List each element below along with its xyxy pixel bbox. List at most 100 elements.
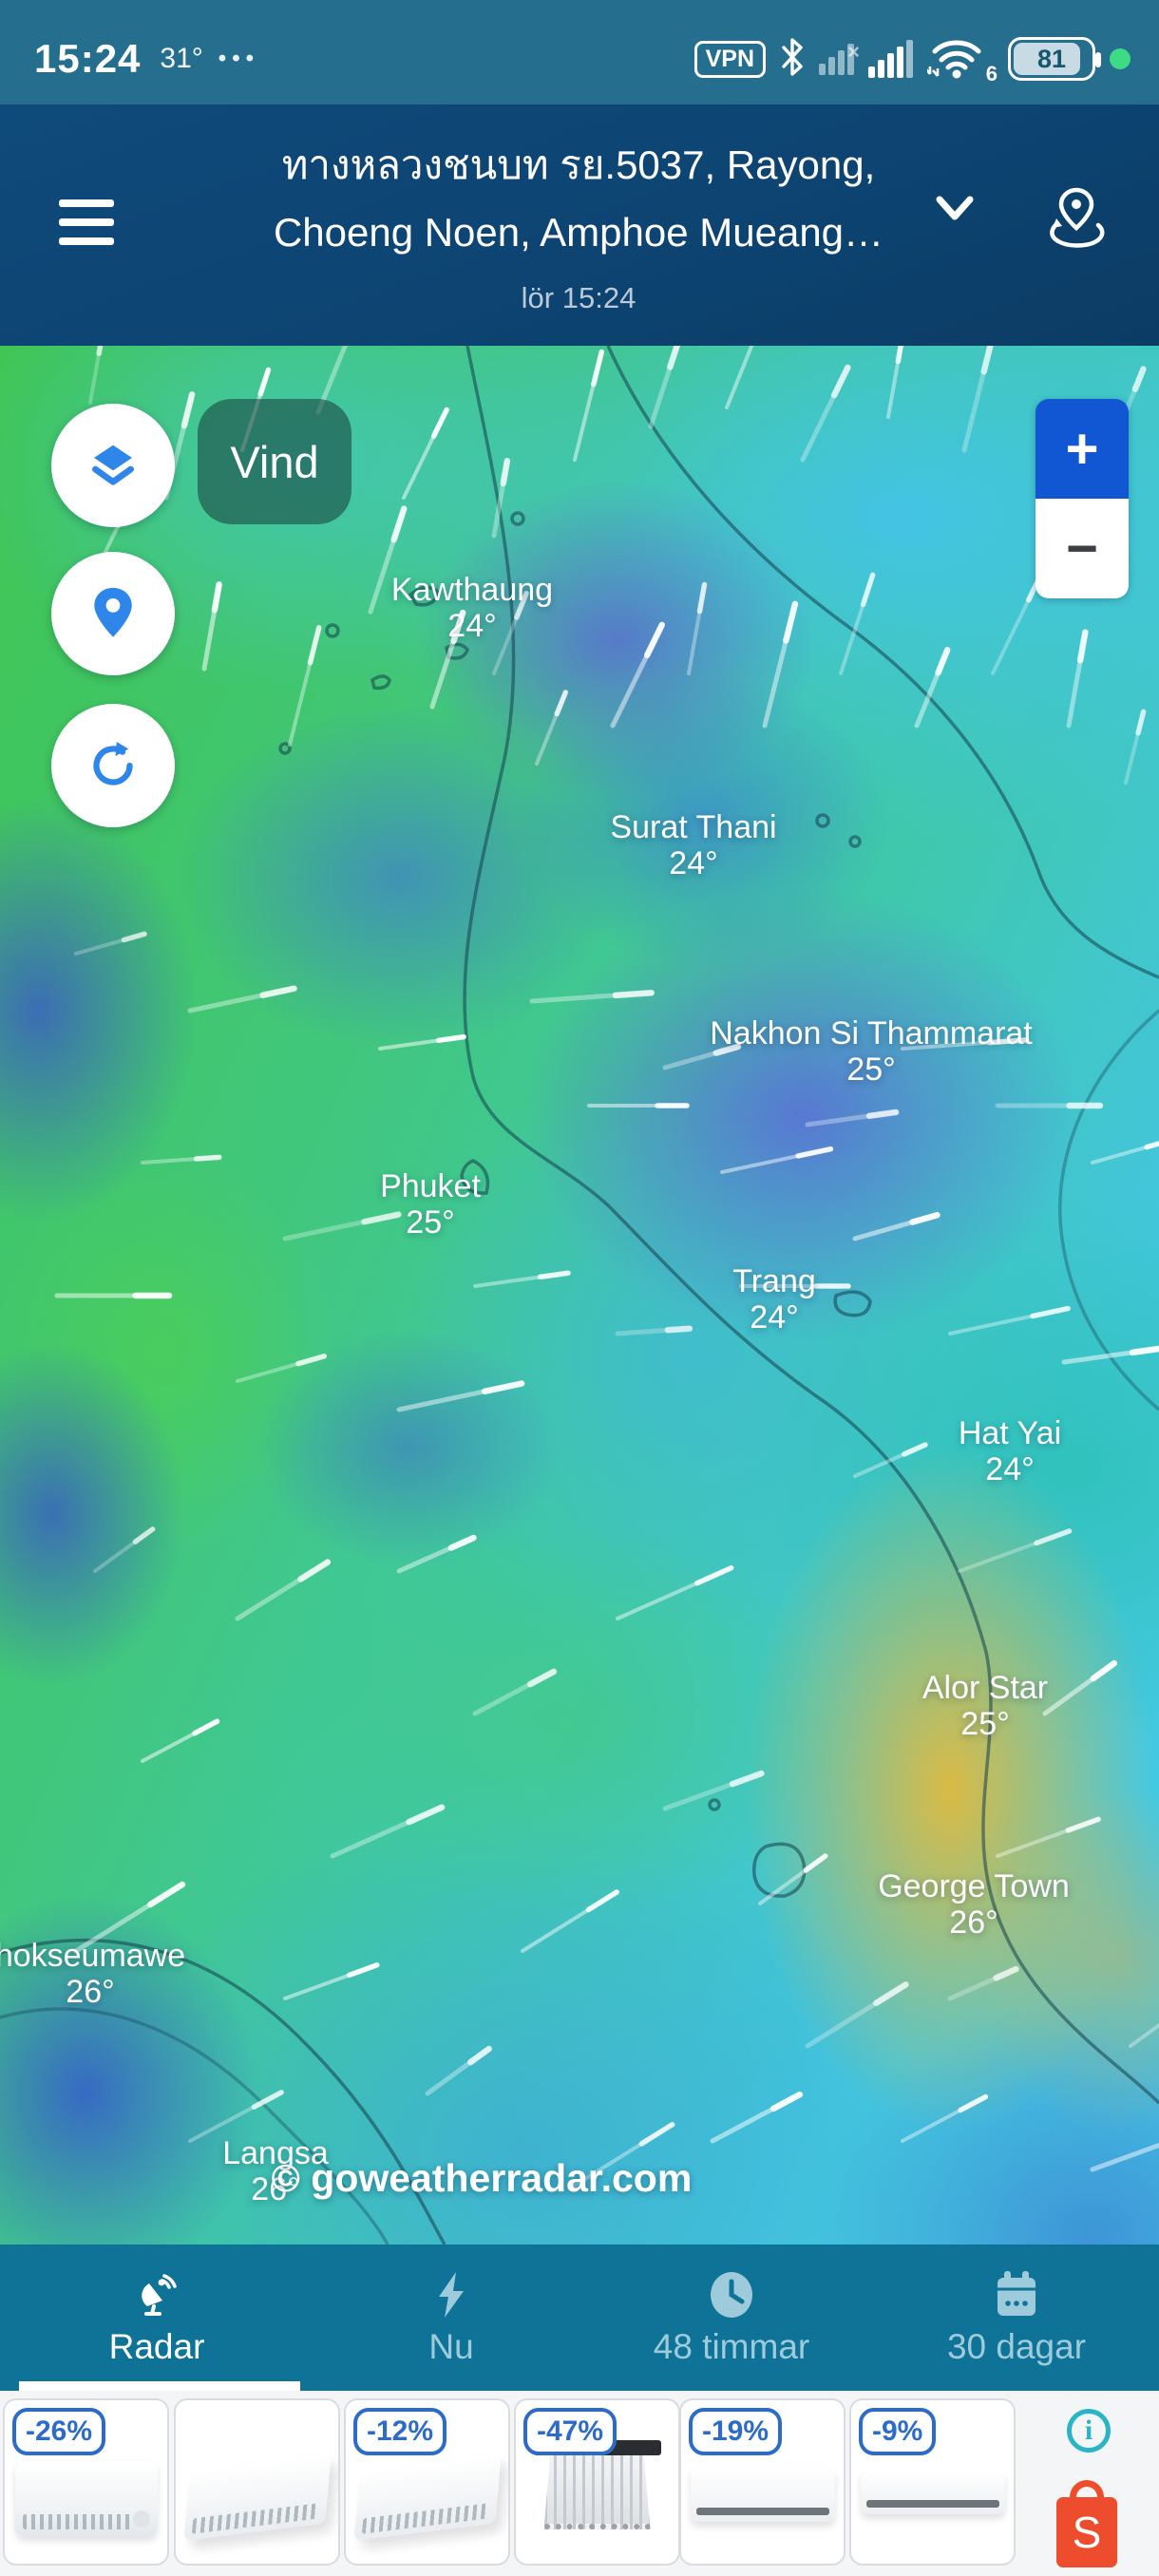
chevron-down-icon[interactable] [934,192,976,226]
signal-icon-sim2 [868,40,913,78]
discount-badge: -12% [353,2408,447,2455]
zoom-out-button[interactable]: − [1036,499,1129,598]
active-layer-chip[interactable]: Vind [198,399,352,524]
clock-icon [711,2272,752,2318]
city-temp: 25° [406,1204,455,1241]
wind-streaks [54,346,1159,2190]
shopee-logo[interactable]: S [1056,2480,1117,2567]
zoom-control: + − [1036,399,1129,598]
discount-badge: -19% [689,2408,783,2455]
wifi-icon: 6 [924,34,998,85]
status-temperature: 31° [160,43,203,74]
map-attribution: © goweatherradar.com [271,2156,693,2200]
locate-me-icon[interactable] [1043,184,1110,253]
city-name: Hat Yai [958,1415,1062,1451]
ad-product-tile[interactable]: -12% [344,2398,510,2566]
radar-dish-icon [142,2274,177,2316]
discount-badge: -26% [12,2408,106,2455]
tab-label: Nu [428,2327,474,2366]
coastline-paths [0,346,1159,2245]
tab-30-dagar[interactable]: 30 dagar [874,2245,1159,2391]
city-label: Surat Thani 24° [408,809,978,881]
status-bar: 15:24 31° ••• VPN × 6 [0,0,1159,104]
city-name: Kawthaung [390,572,554,608]
ad-product-tile[interactable]: -26% [3,2398,169,2566]
ad-banner: -26% -12% -47% -19% -9% i S [0,2391,1159,2576]
air-conditioner-image [14,2461,158,2537]
city-name: Alor Star [922,1670,1049,1706]
city-label: Nakhon Si Thammarat 25° [586,1015,1156,1088]
location-title-line1: ทางหลวงชนบท รย.5037, Rayong, [281,142,876,187]
city-label: Langsa 26° [0,2135,560,2207]
refresh-button[interactable] [51,704,175,827]
city-label: Alor Star 25° [700,1670,1159,1742]
city-label: Phuket 25° [145,1168,715,1241]
shopee-bag-icon: S [1056,2497,1117,2567]
city-name: Nakhon Si Thammarat [710,1015,1033,1051]
city-temp: 24° [669,845,718,881]
discount-badge: -47% [523,2408,618,2455]
map-overlay [0,346,1159,2245]
city-label: Trang 24° [489,1263,1059,1335]
city-temp: 25° [960,1706,1010,1742]
discount-badge: -9% [859,2408,937,2455]
city-temp: 24° [447,608,497,644]
city-label: George Town 26° [689,1868,1159,1941]
city-temp: 26° [66,1974,115,2010]
battery-fill [1014,43,1080,75]
location-title-line2: Choeng Noen, Amphoe Mueang… [273,210,884,255]
header-datetime: lör 15:24 [521,281,636,314]
status-more-dots: ••• [218,46,260,71]
city-name: Trang [732,1263,816,1299]
air-conditioner-image [352,2453,502,2541]
signal-icon-sim1-muted: × [819,40,860,75]
tab-label: 48 timmar [653,2327,810,2366]
tab-nu[interactable]: Nu [314,2245,589,2391]
layers-button[interactable] [51,404,175,527]
ad-product-tile[interactable]: -19% [679,2398,846,2566]
battery-percent: 81 [1036,44,1067,73]
weather-wind-map[interactable]: Vind + − Kawthaung 24° Surat Thani 24° N… [0,346,1159,2245]
ad-product-tile[interactable]: -9% [849,2398,1016,2566]
menu-button[interactable] [59,199,114,245]
location-title[interactable]: ทางหลวงชนบท รย.5037, Rayong, Choeng Noen… [171,131,986,266]
bottom-navigation: Radar Nu 48 timmar 30 dagar [0,2245,1159,2391]
city-name: Surat Thani [610,809,777,845]
tab-label: Radar [108,2327,205,2366]
city-name: George Town [878,1868,1070,1904]
tab-48-timmar[interactable]: 48 timmar [589,2245,874,2391]
air-conditioner-image [860,2471,1005,2514]
ad-info-icon[interactable]: i [1067,2409,1111,2453]
city-name: Phuket [380,1168,481,1204]
location-pin-icon [94,587,132,637]
active-layer-label: Vind [230,436,319,487]
privacy-indicator-dot [1110,48,1130,69]
refresh-icon [93,742,133,786]
city-temp: 25° [846,1051,896,1088]
status-icons: VPN × 6 81 [694,34,1130,85]
city-label: hokseumawe 26° [0,1938,375,2010]
city-temp: 26° [949,1904,998,1941]
lightning-icon [439,2272,464,2318]
range-hood-image [533,2440,661,2543]
air-conditioner-image [182,2453,332,2541]
city-temp: 24° [985,1451,1035,1487]
zoom-in-button[interactable]: + [1036,399,1129,499]
vpn-badge: VPN [694,40,766,78]
active-tab-indicator [19,2381,300,2391]
tab-label: 30 dagar [946,2327,1087,2366]
air-conditioner-image [690,2467,835,2522]
tab-radar[interactable]: Radar [0,2245,314,2391]
city-temp: 24° [750,1299,799,1335]
city-label: Kawthaung 24° [187,572,757,644]
city-name: Langsa [222,2135,329,2171]
status-time: 15:24 [34,36,142,81]
bluetooth-icon [780,36,805,83]
wifi-standard-label: 6 [985,61,998,85]
ad-product-tile[interactable]: -47% [514,2398,680,2566]
city-label: Hat Yai 24° [725,1415,1159,1487]
calendar-icon [998,2271,1036,2316]
ad-product-tile[interactable] [174,2398,340,2566]
my-location-button[interactable] [51,552,175,675]
